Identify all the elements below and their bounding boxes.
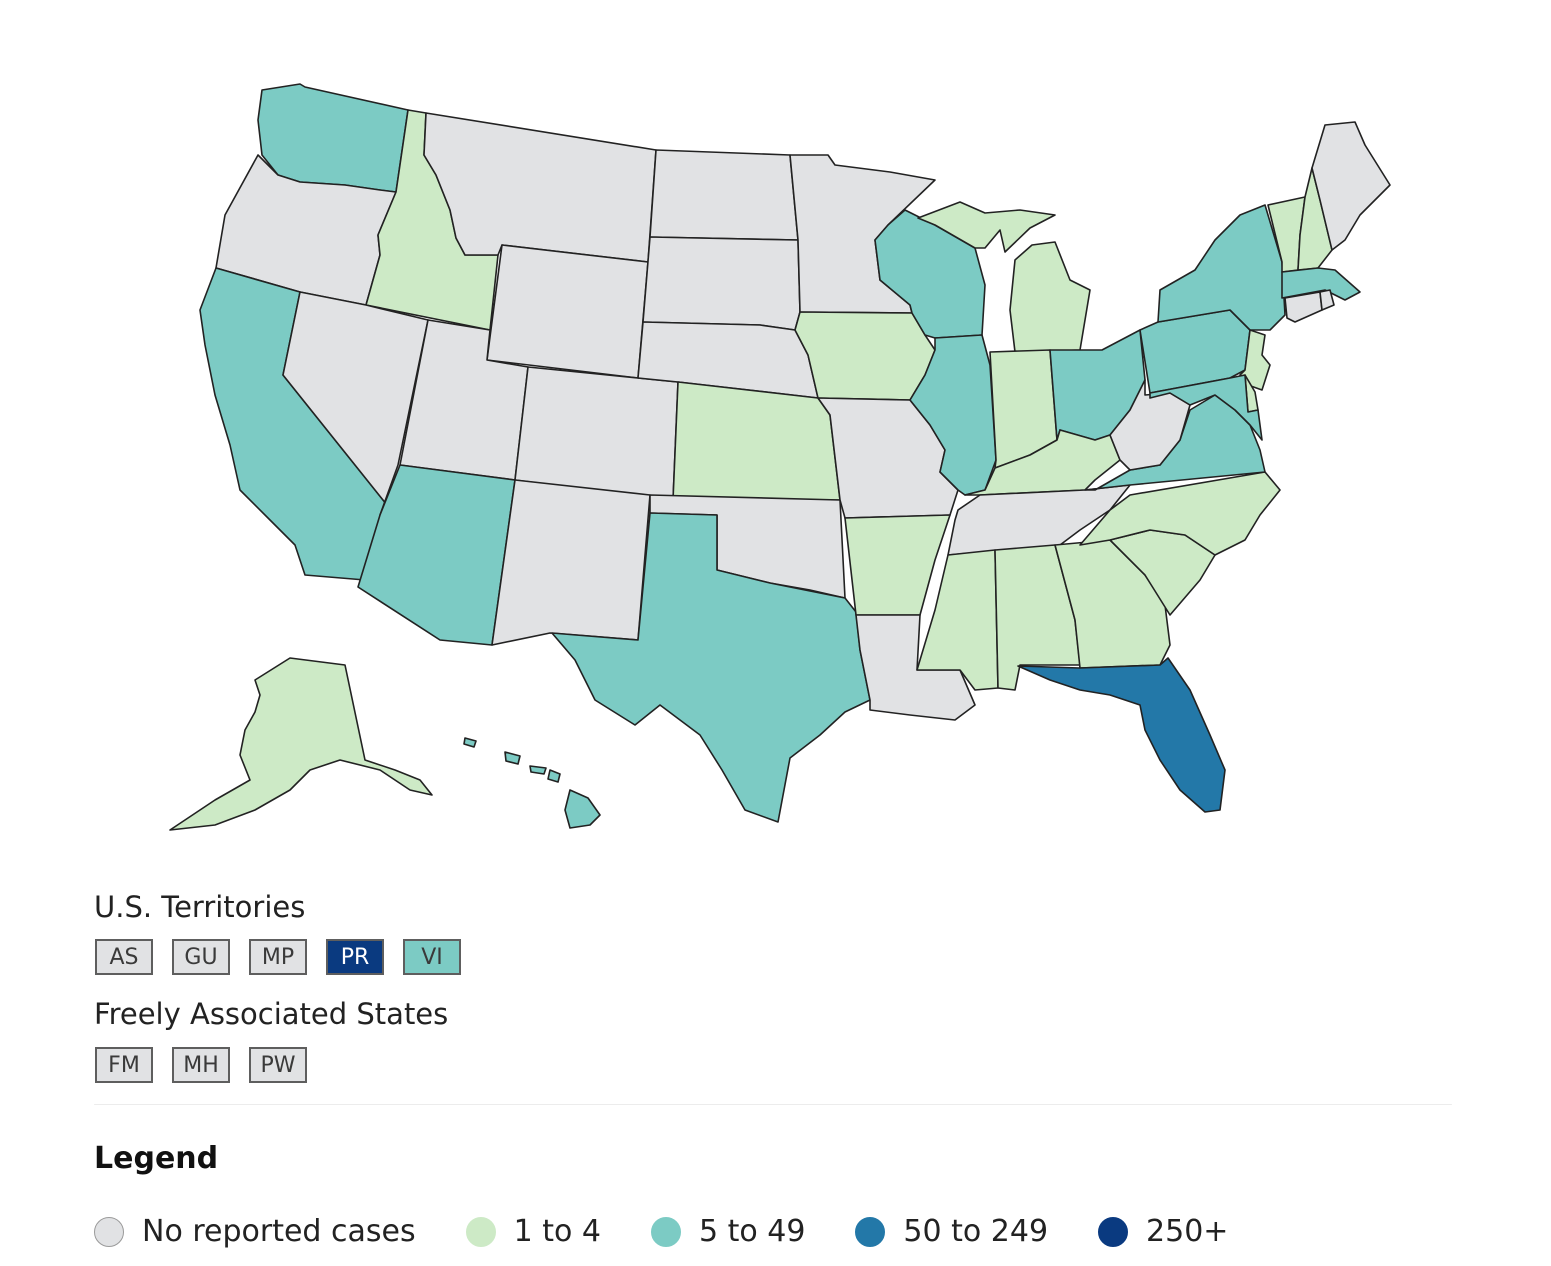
legend-item-high: 50 to 249: [855, 1214, 1048, 1249]
state-louisiana[interactable]: [855, 614, 976, 721]
state-texas[interactable]: [551, 512, 871, 823]
state-colorado[interactable]: [514, 366, 679, 501]
state-tennessee[interactable]: [947, 484, 1131, 556]
fas-tile-pw[interactable]: PW: [249, 1047, 307, 1083]
state-michigan[interactable]: [917, 201, 1091, 353]
legend-swatch-none: [94, 1216, 124, 1247]
legend-swatch-high: [855, 1216, 886, 1247]
state-iowa[interactable]: [794, 311, 936, 401]
state-maine[interactable]: [1311, 121, 1391, 251]
state-connecticut[interactable]: [1284, 291, 1323, 323]
state-kansas[interactable]: [672, 381, 841, 501]
territory-tile-pr[interactable]: PR: [326, 939, 384, 975]
legend-label-high: 50 to 249: [903, 1214, 1049, 1249]
legend-swatch-mid: [650, 1216, 681, 1247]
legend-label-low: 1 to 4: [513, 1214, 601, 1249]
legend-item-mid: 5 to 49: [650, 1214, 806, 1249]
state-maryland[interactable]: [1149, 374, 1263, 441]
state-hawaii[interactable]: [463, 737, 601, 829]
legend-label-none: No reported cases: [142, 1214, 416, 1249]
state-alaska[interactable]: [169, 657, 433, 831]
territories-title: U.S. Territories: [94, 890, 306, 924]
state-new-jersey[interactable]: [1239, 329, 1271, 391]
state-new-mexico[interactable]: [491, 479, 651, 646]
legend-label-top: 250+: [1146, 1214, 1229, 1249]
state-north-carolina[interactable]: [1079, 471, 1281, 556]
state-nevada[interactable]: [282, 291, 429, 516]
legend-item-none: No reported cases: [94, 1214, 416, 1249]
state-new-york[interactable]: [1157, 204, 1286, 331]
us-map: [169, 83, 1391, 831]
freely-associated-tiles: FM MH PW: [95, 1047, 307, 1083]
territory-tile-vi[interactable]: VI: [403, 939, 461, 975]
state-north-dakota[interactable]: [649, 149, 799, 241]
state-rhode-island[interactable]: [1319, 289, 1335, 311]
legend-item-top: 250+: [1098, 1214, 1228, 1249]
state-montana[interactable]: [423, 112, 657, 263]
state-florida[interactable]: [1017, 657, 1226, 813]
legend-title: Legend: [94, 1141, 219, 1176]
territory-tile-mp[interactable]: MP: [249, 939, 307, 975]
legend-swatch-top: [1098, 1216, 1129, 1247]
state-arkansas[interactable]: [844, 514, 951, 616]
divider: [94, 1104, 1452, 1105]
state-wyoming[interactable]: [486, 244, 649, 379]
state-south-dakota[interactable]: [642, 236, 801, 331]
territory-tile-gu[interactable]: GU: [172, 939, 230, 975]
territory-tiles: AS GU MP PR VI: [95, 939, 461, 975]
legend: No reported cases 1 to 4 5 to 49 50 to 2…: [94, 1214, 1278, 1249]
legend-item-low: 1 to 4: [465, 1214, 601, 1249]
legend-swatch-low: [465, 1216, 496, 1247]
freely-associated-title: Freely Associated States: [94, 997, 449, 1031]
territory-tile-as[interactable]: AS: [95, 939, 153, 975]
legend-label-mid: 5 to 49: [698, 1214, 806, 1249]
fas-tile-mh[interactable]: MH: [172, 1047, 230, 1083]
fas-tile-fm[interactable]: FM: [95, 1047, 153, 1083]
